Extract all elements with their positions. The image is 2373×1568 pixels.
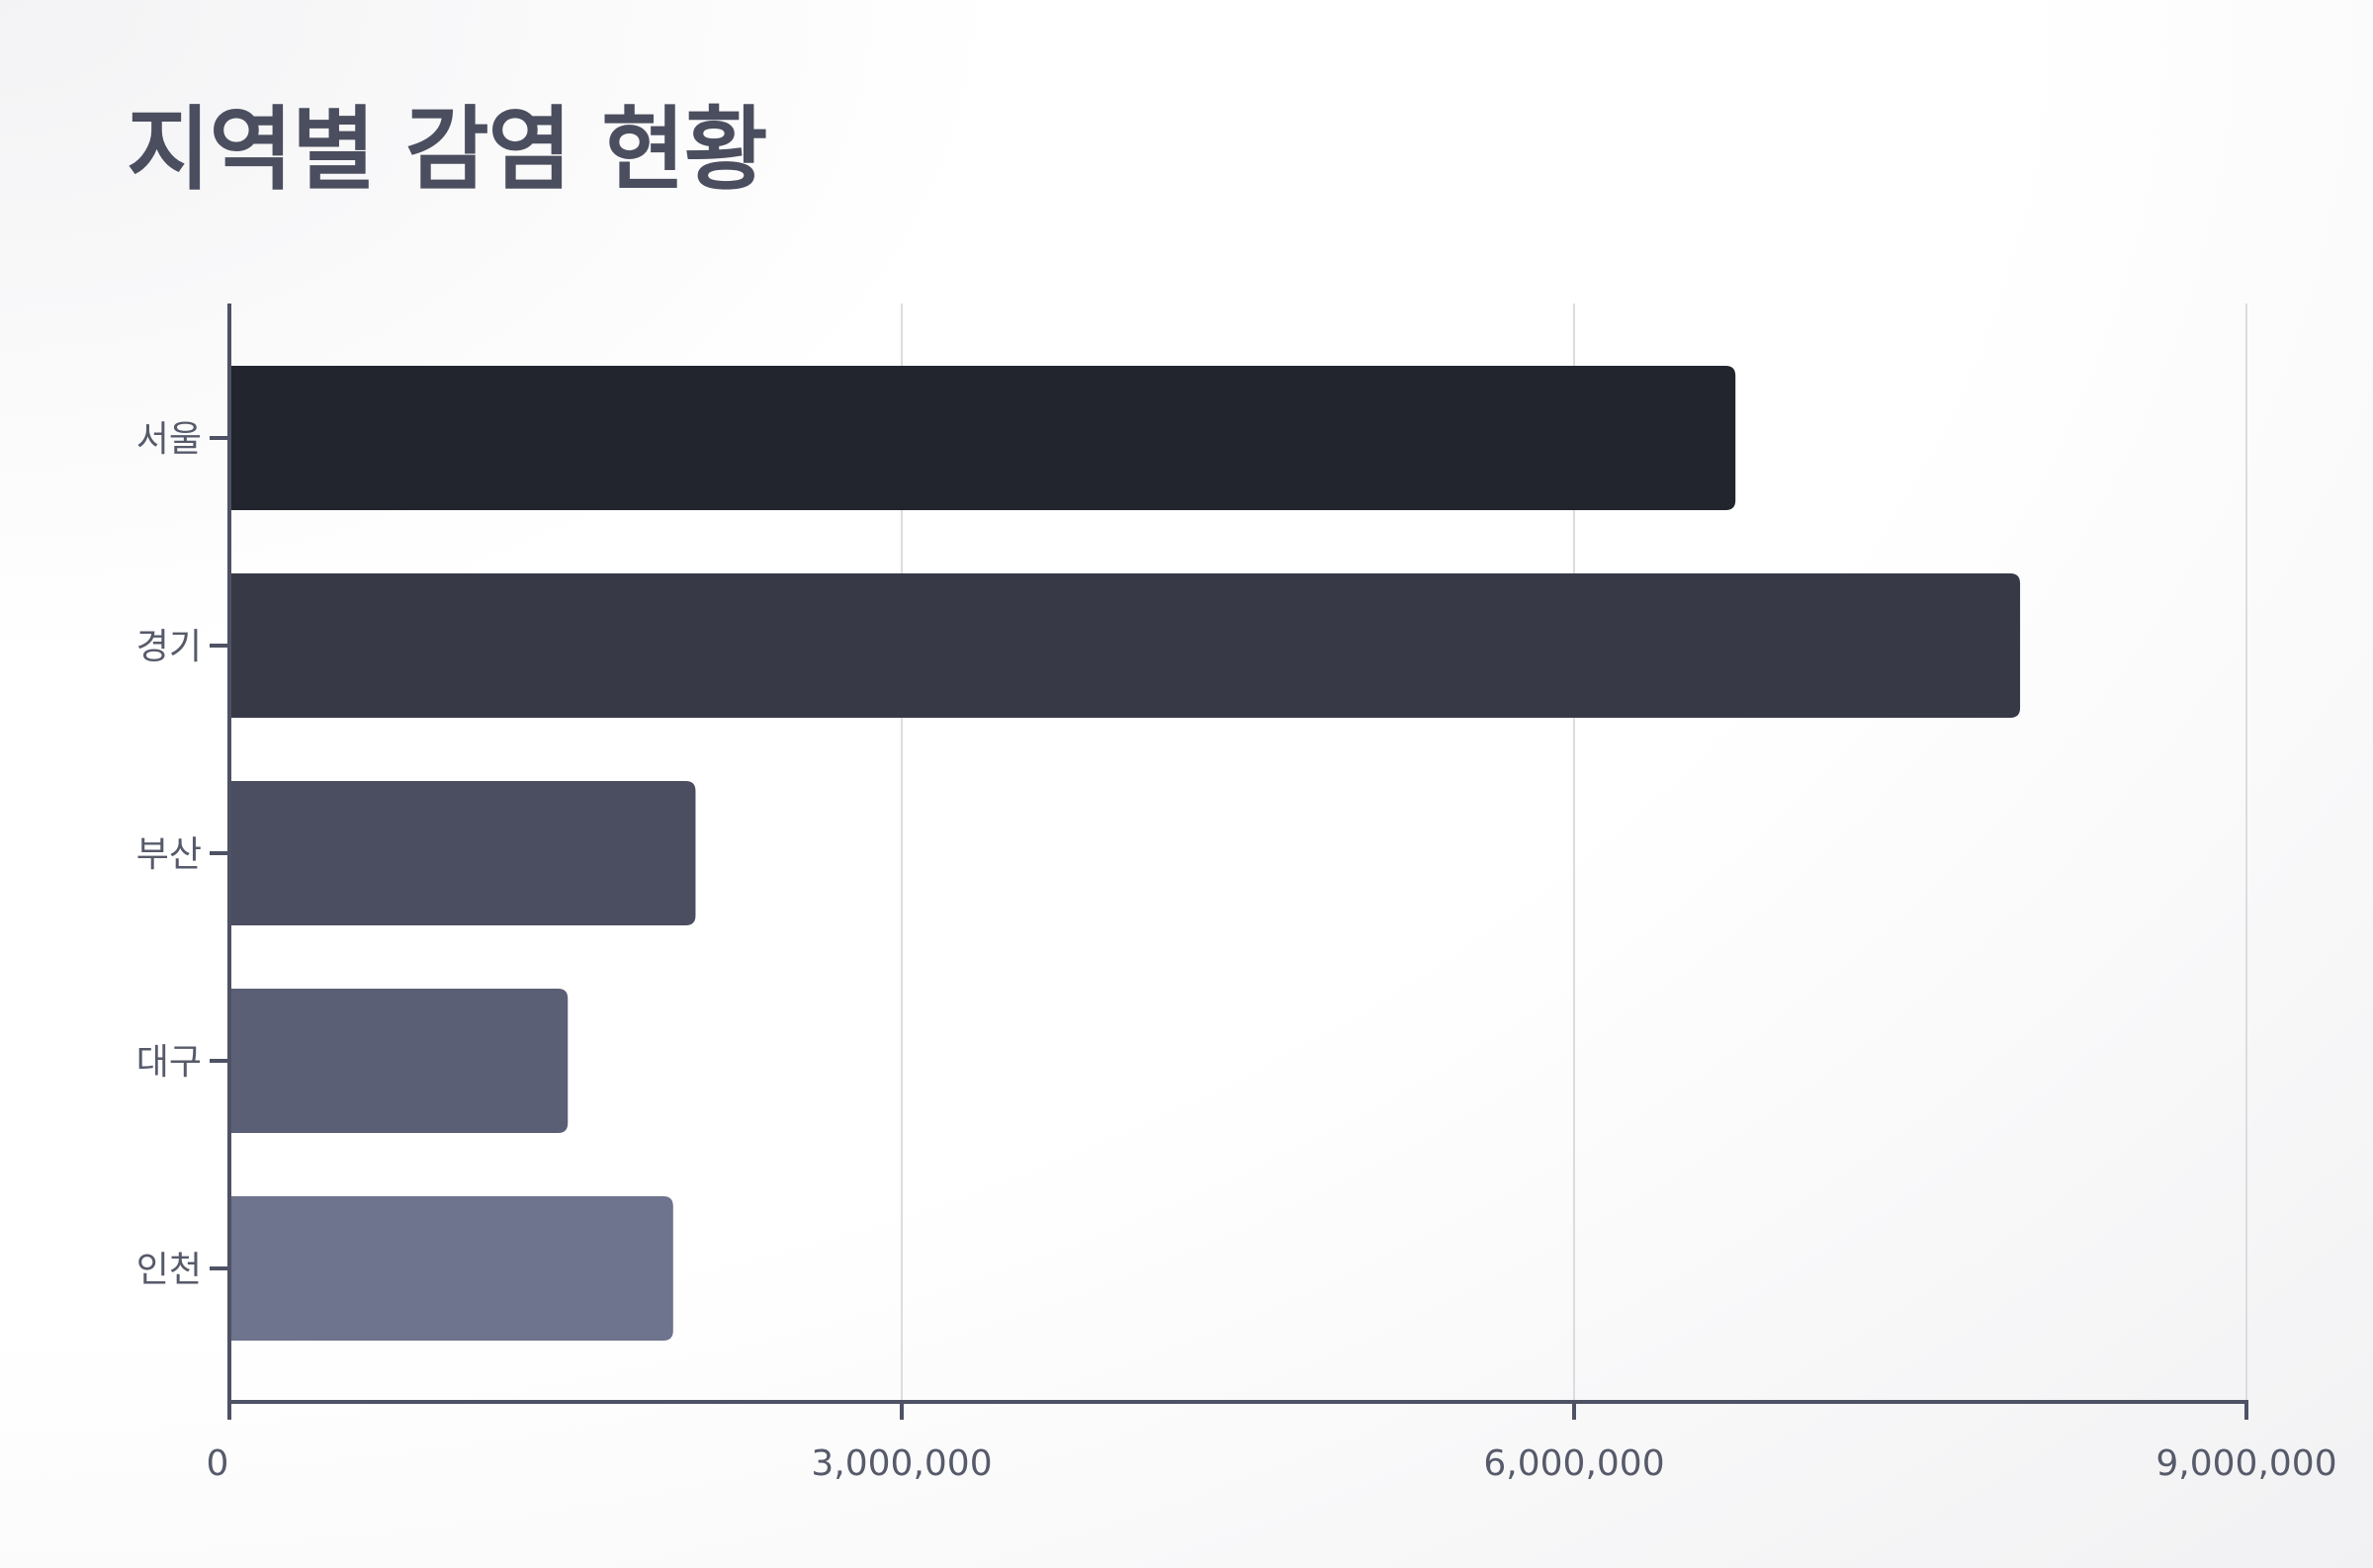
y-tick-label: 서울 xyxy=(136,419,202,460)
y-tick-label: 대구 xyxy=(136,1042,202,1083)
bars xyxy=(229,366,2021,1341)
bar-3 xyxy=(229,781,696,925)
x-axis-ticks: 0 3,000,000 6,000,000 9,000,000 xyxy=(207,1402,2337,1484)
y-tick-label: 경기 xyxy=(136,627,202,667)
bar-2 xyxy=(229,573,2021,718)
x-tick-label: 6,000,000 xyxy=(1483,1443,1664,1484)
chart-title: 지역별 감염 현황 xyxy=(127,97,768,203)
x-tick-label: 0 xyxy=(207,1443,229,1484)
y-tick-label: 부산 xyxy=(136,834,202,875)
x-tick-label: 9,000,000 xyxy=(2155,1443,2336,1484)
bar-5 xyxy=(229,1196,673,1341)
bar-4 xyxy=(229,989,569,1133)
y-tick-label: 인천 xyxy=(136,1250,202,1290)
bar-1 xyxy=(229,366,1736,510)
x-tick-label: 3,000,000 xyxy=(811,1443,992,1484)
